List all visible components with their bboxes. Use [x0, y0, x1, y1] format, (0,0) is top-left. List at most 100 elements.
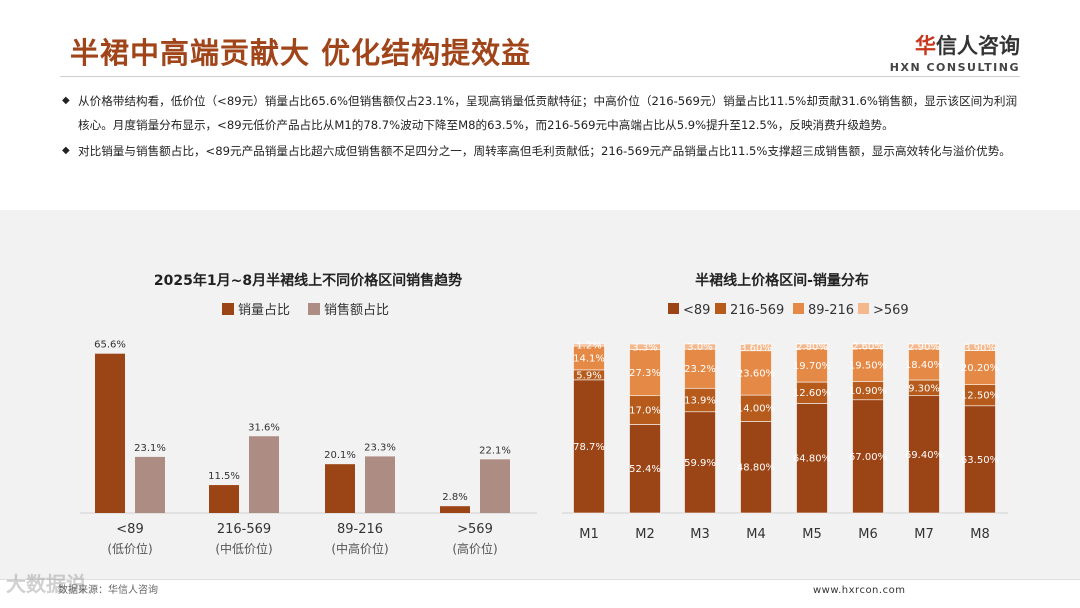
chart2-segment-label: 19.70% — [793, 361, 831, 372]
chart2-segment-label: 3.90% — [964, 343, 996, 354]
chart2-segment-label: 1.2% — [576, 341, 601, 352]
chart1-bar-volume-3 — [325, 464, 355, 513]
chart1-legend-label-1: 销量占比 — [238, 303, 290, 318]
chart2-legend-label-4: >569 — [873, 303, 909, 318]
chart2-segment-1-m3 — [684, 411, 716, 514]
chart2-x-tick: M1 — [579, 527, 599, 542]
panel-bottom-rule — [0, 579, 1080, 580]
chart1-bar-sales-1 — [135, 456, 165, 513]
chart2-segment-3-m5 — [796, 348, 828, 383]
chart1-data-label: 22.1% — [479, 445, 511, 456]
chart2-segment-4-m6 — [852, 343, 884, 349]
chart2-segment-4-m1 — [573, 343, 605, 347]
chart2-x-tick: M2 — [635, 527, 655, 542]
chart2-segment-label: 5.9% — [576, 370, 601, 381]
chart1-x-tick: <89 — [116, 522, 143, 537]
chart1-x-tick: 89-216 — [337, 522, 383, 537]
chart2-segment-label: 48.80% — [737, 463, 775, 474]
chart2-legend-label-1: <89 — [683, 303, 710, 318]
chart2-segment-4-m3 — [684, 343, 716, 350]
chart2-segment-4-m5 — [796, 343, 828, 350]
chart2-segment-4-m7 — [908, 343, 940, 350]
chart2-x-tick: M8 — [970, 527, 990, 542]
chart2-segment-label: 17.0% — [629, 406, 661, 417]
chart2-segment-3-m3 — [684, 348, 716, 389]
chart1-bar-sales-4 — [480, 459, 510, 513]
chart2-segment-3-m2 — [629, 349, 661, 397]
logo-cn: 华信人咨询 — [890, 30, 1020, 60]
bullet-item: ◆ 对比销量与销售额占比，<89元产品销量占比超六成但销售额不足四分之一，周转率… — [62, 139, 1027, 163]
chart2-segment-label: 19.50% — [849, 360, 887, 371]
chart2-legend-swatch-2 — [715, 303, 726, 314]
chart1-bar-sales-3 — [365, 456, 395, 513]
chart2-segment-label: 2.90% — [908, 342, 940, 353]
chart-panel — [0, 210, 1080, 580]
chart2-segment-label: 23.2% — [684, 364, 716, 375]
chart2-segment-label: 14.1% — [573, 353, 605, 364]
chart2-x-tick: M7 — [914, 527, 934, 542]
chart1-x-subtick: (高价位) — [452, 541, 497, 556]
chart2-segment-label: 12.60% — [793, 388, 831, 399]
chart1-data-label: 11.5% — [208, 471, 240, 482]
chart2-segment-label: 69.40% — [905, 450, 943, 461]
chart2-segment-4-m4 — [740, 343, 772, 352]
chart1-bar-sales-2 — [249, 436, 279, 513]
chart2-legend-swatch-3 — [793, 303, 804, 314]
chart1-title: 2025年1月~8月半裙线上不同价格区间销售趋势 — [154, 272, 462, 289]
chart2-segment-label: 23.60% — [737, 368, 775, 379]
chart2-segment-label: 27.3% — [629, 368, 661, 379]
logo-cn-prefix: 华 — [915, 34, 936, 58]
chart2-segment-label: 13.9% — [684, 396, 716, 407]
chart1-bar-volume-2 — [209, 485, 239, 513]
chart1-legend-label-2: 销售额占比 — [324, 302, 389, 318]
chart2-x-tick: M3 — [690, 527, 710, 542]
chart2-segment-label: 52.4% — [629, 464, 661, 475]
chart1-bar-volume-4 — [440, 506, 470, 513]
chart1-x-subtick: (中高价位) — [331, 541, 388, 556]
chart2-segment-4-m8 — [964, 343, 996, 351]
chart2-segment-label: 9.30% — [908, 383, 940, 394]
chart2-segment-label: 3.3% — [632, 342, 657, 353]
chart1-x-subtick: (低价位) — [107, 541, 152, 556]
chart1-legend-swatch-1 — [222, 303, 234, 315]
chart1-x-tick: 216-569 — [217, 522, 271, 537]
chart2-segment-label: 14.00% — [737, 404, 775, 415]
chart1-bar-volume-1 — [95, 353, 125, 513]
logo-cn-rest: 信人咨询 — [936, 34, 1020, 58]
chart2-x-tick: M4 — [746, 527, 766, 542]
chart1-x-subtick: (中低价位) — [215, 541, 272, 556]
diamond-bullet-icon: ◆ — [62, 145, 70, 156]
chart2-segment-label: 3.60% — [740, 343, 772, 354]
chart2-segment-label: 2.60% — [852, 342, 884, 353]
chart2-segment-1-m8 — [964, 405, 996, 514]
chart2-x-tick: M5 — [802, 527, 822, 542]
chart1-data-label: 65.6% — [94, 340, 126, 351]
chart2-segment-label: 10.90% — [849, 386, 887, 397]
chart2-legend-swatch-4 — [858, 303, 869, 314]
chart2-segment-4-m2 — [629, 343, 661, 350]
website-url: www.hxrcon.com — [813, 585, 906, 596]
insight-bullets: ◆ 从价格带结构看，低价位（<89元）销量占比65.6%但销售额仅占23.1%，… — [62, 89, 1027, 165]
chart1-data-label: 20.1% — [324, 450, 356, 461]
chart2-segment-3-m4 — [740, 350, 772, 396]
page-title: 半裙中高端贡献大 优化结构提效益 — [70, 36, 532, 70]
chart2-x-tick: M6 — [858, 527, 878, 542]
chart2-segment-label: 67.00% — [849, 452, 887, 463]
chart2-segment-label: 12.50% — [961, 391, 999, 402]
bullet-text: 对比销量与销售额占比，<89元产品销量占比超六成但销售额不足四分之一，周转率高但… — [78, 144, 1011, 158]
chart2-title: 半裙线上价格区间-销量分布 — [695, 272, 869, 289]
chart2-legend-label-3: 89-216 — [808, 303, 854, 318]
chart1-data-label: 2.8% — [442, 492, 467, 503]
chart2-segment-1-m5 — [796, 403, 828, 514]
chart1-data-label: 31.6% — [248, 422, 280, 433]
chart2-segment-label: 2.80% — [796, 342, 828, 353]
chart2-legend-swatch-1 — [668, 303, 679, 314]
chart2-segment-1-m4 — [740, 421, 772, 514]
chart2-segment-label: 18.40% — [905, 360, 943, 371]
chart2-segment-1-m6 — [852, 399, 884, 514]
chart1-legend-swatch-2 — [308, 303, 320, 315]
chart2-segment-3-m6 — [852, 348, 884, 382]
logo-en: HXN CONSULTING — [889, 61, 1020, 74]
chart2-segment-label: 3.0% — [687, 342, 712, 353]
